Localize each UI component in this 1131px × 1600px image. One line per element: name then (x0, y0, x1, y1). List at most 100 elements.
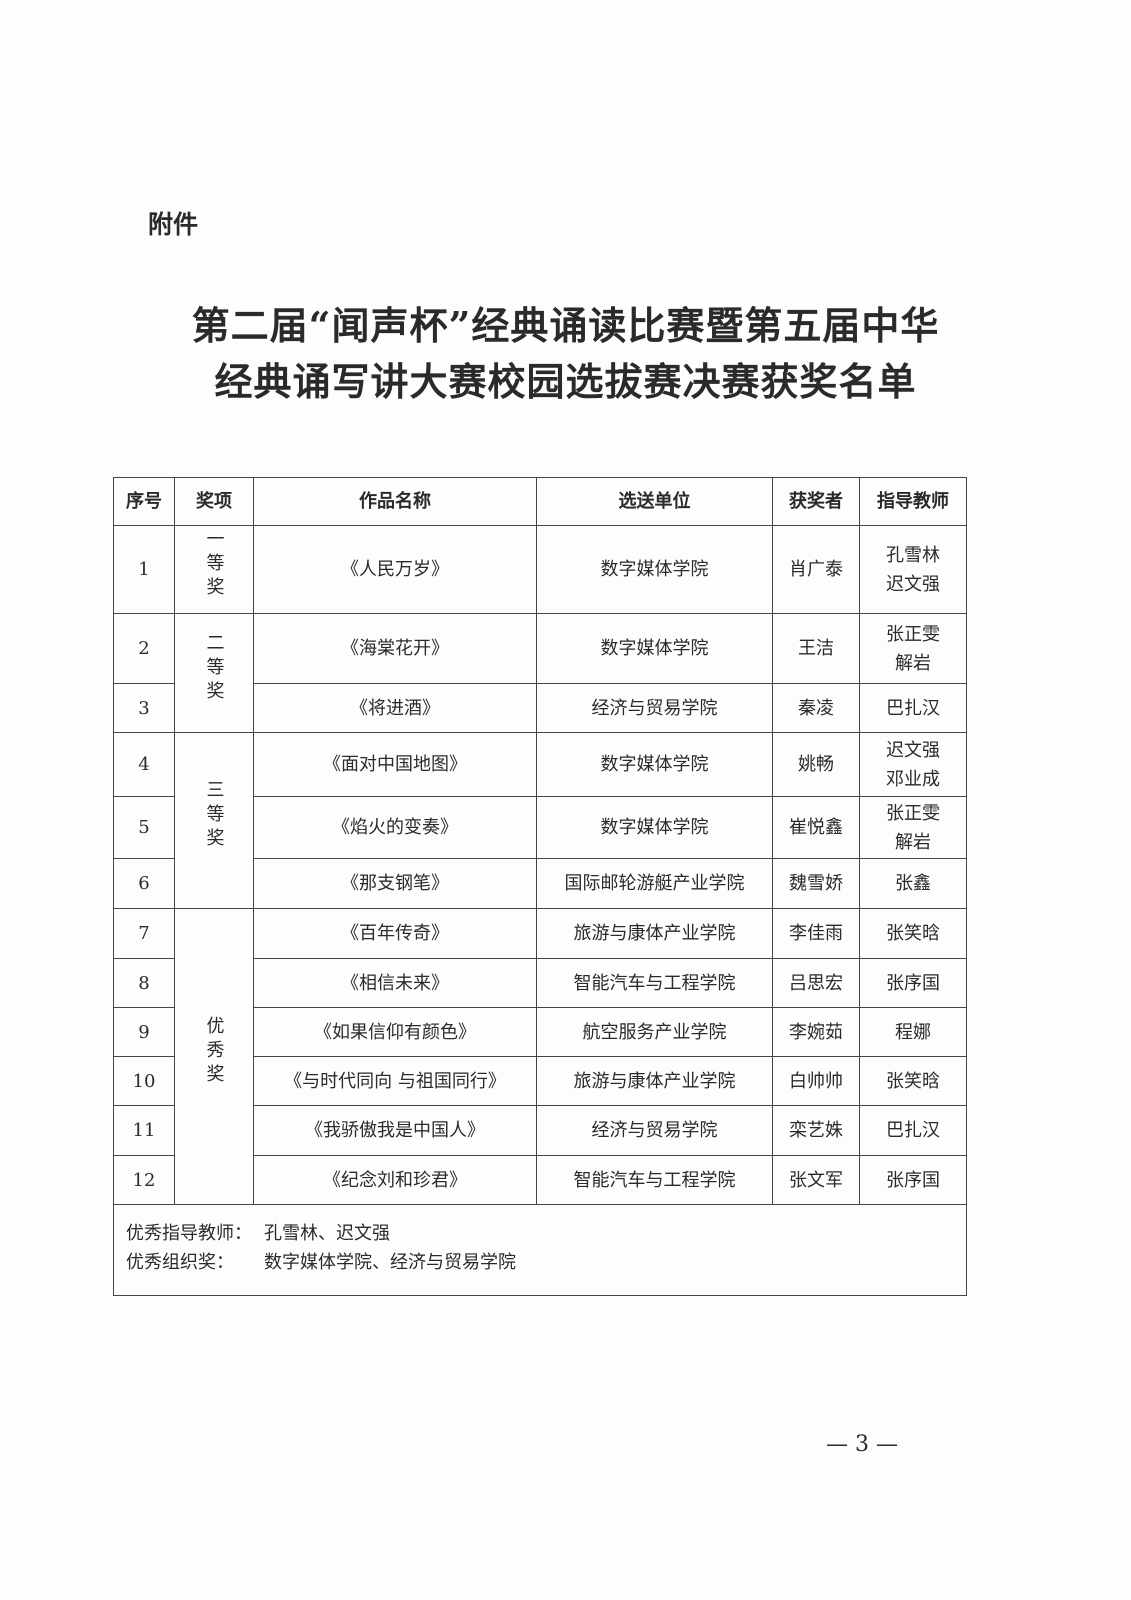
teacher-cell: 张笑晗 (859, 908, 967, 959)
teacher-name: 程娜 (895, 1021, 931, 1043)
unit: 数字媒体学院 (536, 732, 773, 797)
work-title: 《海棠花开》 (253, 613, 537, 684)
table-row: 2 二等奖 《海棠花开》 数字媒体学院 王洁 张正雯 解岩 (113, 613, 967, 733)
work-title: 《面对中国地图》 (253, 732, 537, 797)
header-work: 作品名称 (253, 477, 537, 526)
row-number: 8 (113, 958, 175, 1008)
award-cell: 一等奖 (174, 525, 254, 614)
unit: 旅游与康体产业学院 (536, 1056, 773, 1106)
footer-value: 数字媒体学院、经济与贸易学院 (264, 1252, 516, 1273)
table-row: 12 《纪念刘和珍君》 智能汽车与工程学院 张文军 张序国 (113, 1155, 967, 1205)
teacher-name: 解岩 (895, 652, 931, 674)
teacher-name: 张序国 (886, 972, 940, 994)
unit: 经济与贸易学院 (536, 1105, 773, 1156)
teacher-name: 张序国 (886, 1169, 940, 1191)
award-label: 三等奖 (203, 780, 225, 852)
table-row: 10 《与时代同向 与祖国同行》 旅游与康体产业学院 白帅帅 张笑晗 (113, 1056, 967, 1106)
row-number: 5 (113, 796, 175, 859)
unit: 智能汽车与工程学院 (536, 1155, 773, 1205)
footer-value: 孔雪林、迟文强 (264, 1223, 390, 1244)
winner: 吕思宏 (772, 958, 860, 1008)
title-line: 第二届“闻声杯”经典诵读比赛暨第五届中华 (191, 303, 940, 348)
row-number: 9 (113, 1007, 175, 1057)
award-cell: 优秀奖 (174, 908, 254, 1205)
unit: 数字媒体学院 (536, 525, 773, 614)
header-award: 奖项 (174, 477, 254, 526)
winner: 栾艺姝 (772, 1105, 860, 1156)
table-row: 11 《我骄傲我是中国人》 经济与贸易学院 栾艺姝 巴扎汉 (113, 1105, 967, 1156)
unit: 经济与贸易学院 (536, 683, 773, 733)
table-row: 5 《焰火的变奏》 数字媒体学院 崔悦鑫 张正雯 解岩 (113, 796, 967, 859)
row-number: 2 (113, 613, 175, 684)
table-row: 8 《相信未来》 智能汽车与工程学院 吕思宏 张序国 (113, 958, 967, 1008)
winner: 魏雪娇 (772, 858, 860, 909)
row-number: 7 (113, 908, 175, 959)
teacher-name: 张鑫 (895, 873, 931, 894)
award-label: 二等奖 (203, 632, 225, 705)
row-number: 10 (113, 1056, 175, 1106)
footer-label: 优秀指导教师： (126, 1223, 252, 1244)
footer-label: 优秀组织奖： (126, 1252, 234, 1273)
teacher-name: 张笑晗 (886, 1070, 940, 1092)
winner: 王洁 (772, 613, 860, 684)
winner: 李婉茹 (772, 1007, 860, 1057)
winner: 肖广泰 (772, 525, 860, 614)
work-title: 《相信未来》 (253, 958, 537, 1008)
teacher-cell: 张笑晗 (859, 1056, 967, 1106)
header-winner: 获奖者 (772, 477, 860, 526)
teacher-cell: 巴扎汉 (859, 1105, 967, 1156)
unit: 航空服务产业学院 (536, 1007, 773, 1057)
row-number: 1 (113, 525, 175, 614)
teacher-cell: 张正雯 解岩 (859, 613, 967, 684)
attachment-label: 附件 (148, 210, 199, 239)
teacher-cell: 张序国 (859, 958, 967, 1008)
row-number: 11 (113, 1105, 175, 1156)
award-table: 序号 奖项 作品名称 选送单位 获奖者 指导教师 1 一等奖 《人民万岁》 数字媒体学… (113, 477, 967, 1296)
teacher-cell: 张序国 (859, 1155, 967, 1205)
winner: 张文军 (772, 1155, 860, 1205)
row-number: 3 (113, 683, 175, 733)
teacher-name: 张正雯 (886, 802, 940, 824)
winner: 崔悦鑫 (772, 796, 860, 859)
teacher-name: 张笑晗 (886, 923, 940, 944)
teacher-name: 迟文强 (886, 573, 940, 595)
award-cell: 二等奖 (174, 613, 254, 733)
teacher-cell: 张正雯 解岩 (859, 796, 967, 859)
work-title: 《将进酒》 (253, 683, 537, 733)
unit: 旅游与康体产业学院 (536, 908, 773, 959)
unit: 智能汽车与工程学院 (536, 958, 773, 1008)
work-title: 《焰火的变奏》 (253, 796, 537, 859)
teacher-name: 迟文强 (886, 739, 940, 761)
title-line: 经典诵写讲大赛校园选拔赛决赛获奖名单 (214, 359, 917, 404)
teacher-name: 巴扎汉 (886, 1120, 940, 1141)
unit: 数字媒体学院 (536, 613, 773, 684)
work-title: 《与时代同向 与祖国同行》 (253, 1056, 537, 1106)
teacher-cell: 程娜 (859, 1007, 967, 1057)
table-row: 9 《如果信仰有颜色》 航空服务产业学院 李婉茹 程娜 (113, 1007, 967, 1057)
teacher-name: 张正雯 (886, 623, 940, 645)
unit: 数字媒体学院 (536, 796, 773, 859)
table-row: 7 优秀奖 《百年传奇》 旅游与康体产业学院 李佳雨 张笑晗 (113, 908, 967, 1205)
unit: 国际邮轮游艇产业学院 (536, 858, 773, 909)
award-label: 一等奖 (203, 529, 225, 601)
work-title: 《如果信仰有颜色》 (253, 1007, 537, 1057)
work-title: 《百年传奇》 (253, 908, 537, 959)
award-label: 优秀奖 (203, 1016, 225, 1088)
page-number: — 3 — (826, 1432, 898, 1457)
table-row: 3 《将进酒》 经济与贸易学院 秦凌 巴扎汉 (113, 683, 967, 733)
header-teacher: 指导教师 (859, 477, 967, 526)
teacher-name: 解岩 (895, 831, 931, 853)
teacher-cell: 张鑫 (859, 858, 967, 909)
document-title: 第二届“闻声杯”经典诵读比赛暨第五届中华 经典诵写讲大赛校园选拔赛决赛获奖名单 (0, 298, 1131, 410)
header-no: 序号 (113, 477, 175, 526)
teacher-cell: 孔雪林 迟文强 (859, 525, 967, 614)
teacher-cell: 巴扎汉 (859, 683, 967, 733)
table-row: 6 《那支钢笔》 国际邮轮游艇产业学院 魏雪娇 张鑫 (113, 858, 967, 909)
work-title: 《纪念刘和珍君》 (253, 1155, 537, 1205)
teacher-cell: 迟文强 邓业成 (859, 732, 967, 797)
row-number: 6 (113, 858, 175, 909)
winner: 姚畅 (772, 732, 860, 797)
table-row: 1 一等奖 《人民万岁》 数字媒体学院 肖广泰 孔雪林 迟文强 (113, 525, 967, 614)
winner: 白帅帅 (772, 1056, 860, 1106)
header-unit: 选送单位 (536, 477, 773, 526)
